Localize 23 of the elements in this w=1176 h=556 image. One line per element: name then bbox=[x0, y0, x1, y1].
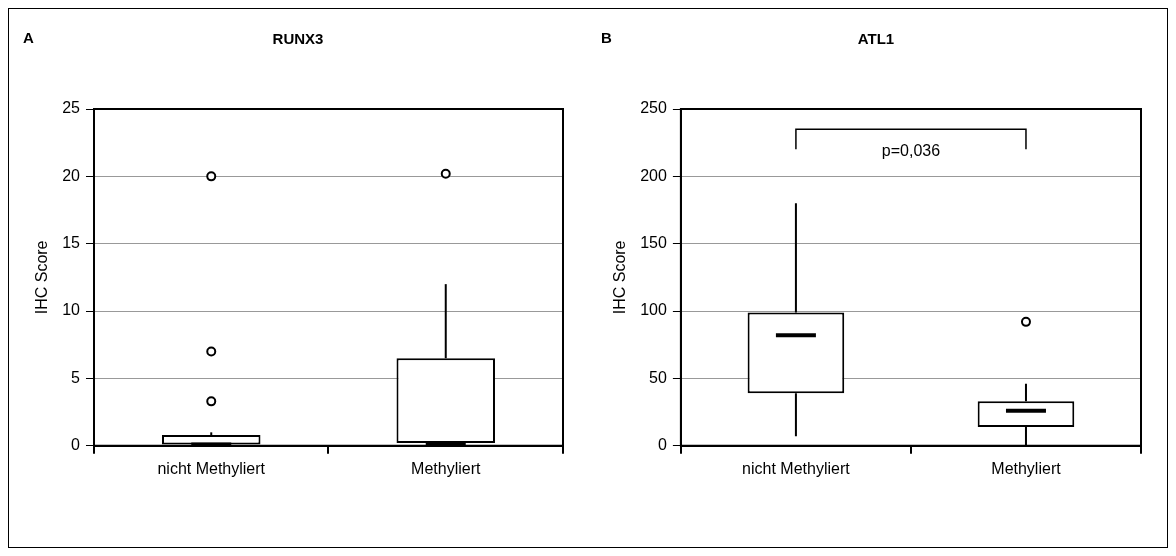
y-tick-label: 0 bbox=[657, 436, 667, 454]
y-tick-label: 100 bbox=[640, 301, 667, 319]
x-tick-label: Methyliert bbox=[411, 459, 481, 477]
annotation: p=0,036 bbox=[881, 141, 941, 159]
y-tick-label: 20 bbox=[62, 166, 81, 184]
text: A bbox=[23, 29, 34, 47]
x-tick-label: nicht Methyliert bbox=[157, 459, 266, 477]
x-tick-label: nicht Methyliert bbox=[742, 459, 851, 477]
x-tick-label: Methyliert bbox=[991, 459, 1062, 477]
y-tick-label: 10 bbox=[62, 301, 81, 319]
text: B bbox=[601, 29, 612, 47]
y-tick-label: 50 bbox=[649, 368, 667, 386]
y-tick-label: 5 bbox=[71, 368, 81, 386]
y-tick-label: 150 bbox=[640, 234, 667, 252]
y-tick-label: 15 bbox=[62, 234, 81, 252]
y-tick-label: 0 bbox=[71, 436, 81, 454]
y-tick-label: 200 bbox=[640, 166, 667, 184]
y-tick-label: 25 bbox=[62, 99, 81, 117]
y-axis-title: IHC Score bbox=[611, 240, 629, 315]
chart-title: ATL1 bbox=[857, 30, 895, 48]
chart-title: RUNX3 bbox=[272, 30, 324, 48]
y-tick-label: 250 bbox=[640, 99, 667, 117]
y-axis-title: IHC Score bbox=[33, 240, 51, 315]
